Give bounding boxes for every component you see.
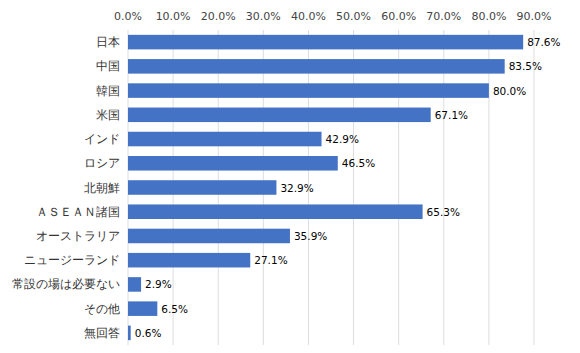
tick-label: 80.0% — [471, 10, 506, 23]
data-labels: 87.6% 83.5% 80.0% 67.1% 42.9% 46.5% 32.9% 65.3%… — [135, 36, 561, 339]
bar — [128, 253, 250, 268]
data-label: 46.5% — [342, 157, 375, 169]
bar — [128, 277, 141, 292]
data-label: 32.9% — [280, 182, 313, 194]
data-label: 2.9% — [145, 278, 172, 290]
data-label: 42.9% — [326, 133, 359, 145]
grid-line — [443, 30, 444, 345]
tick-label: 60.0% — [381, 10, 416, 23]
category-label: 米国 — [96, 108, 120, 122]
grid — [128, 30, 534, 345]
tick-label: 0.0% — [114, 10, 142, 23]
bar — [128, 35, 523, 50]
data-label: 6.5% — [161, 303, 188, 315]
bar — [128, 156, 338, 171]
category-label: 無回答 — [84, 326, 120, 340]
tick-label: 20.0% — [201, 10, 236, 23]
tick-label: 30.0% — [246, 10, 281, 23]
category-label: 日本 — [96, 35, 120, 49]
category-label: その他 — [84, 302, 120, 316]
category-label: ニュージーランド — [24, 253, 120, 267]
chart: 0.0% 10.0% 20.0% 30.0% 40.0% 50.0% 60.0% 70.0% 8… — [0, 0, 580, 353]
bar — [128, 204, 423, 219]
grid-line — [398, 30, 399, 345]
category-label: 常設の場は必要ない — [12, 277, 120, 291]
category-label: ロシア — [84, 156, 120, 170]
grid-line — [534, 30, 535, 345]
bar — [128, 132, 322, 147]
grid-line — [488, 30, 489, 345]
category-label: ＡＳＥＡＮ諸国 — [36, 205, 120, 219]
bar — [128, 326, 131, 341]
grid-line — [353, 30, 354, 345]
category-label: インド — [84, 132, 120, 146]
category-label: 韓国 — [96, 84, 120, 98]
data-label: 0.6% — [135, 327, 162, 339]
data-label: 67.1% — [435, 109, 468, 121]
data-label: 83.5% — [509, 60, 542, 72]
category-label: オーストラリア — [36, 229, 120, 243]
bar — [128, 83, 489, 98]
tick-label: 50.0% — [336, 10, 371, 23]
data-label: 27.1% — [254, 254, 287, 266]
category-label: 北朝鮮 — [84, 181, 120, 195]
tick-label: 90.0% — [517, 10, 552, 23]
bars — [128, 35, 523, 340]
x-axis: 0.0% 10.0% 20.0% 30.0% 40.0% 50.0% 60.0% 70.0% 8… — [114, 10, 551, 23]
data-label: 80.0% — [493, 85, 526, 97]
tick-label: 70.0% — [426, 10, 461, 23]
y-axis: 日本中国韓国米国インドロシア北朝鮮 ＡＳＥＡＮ諸国オーストラリアニュージーランド常… — [12, 35, 120, 340]
bar — [128, 108, 431, 123]
data-label: 65.3% — [427, 206, 460, 218]
tick-label: 40.0% — [291, 10, 326, 23]
bar — [128, 59, 505, 74]
bar — [128, 301, 157, 316]
data-label: 87.6% — [527, 36, 560, 48]
bar — [128, 229, 290, 244]
category-label: 中国 — [96, 59, 120, 73]
tick-label: 10.0% — [156, 10, 191, 23]
bar — [128, 180, 276, 195]
data-label: 35.9% — [294, 230, 327, 242]
